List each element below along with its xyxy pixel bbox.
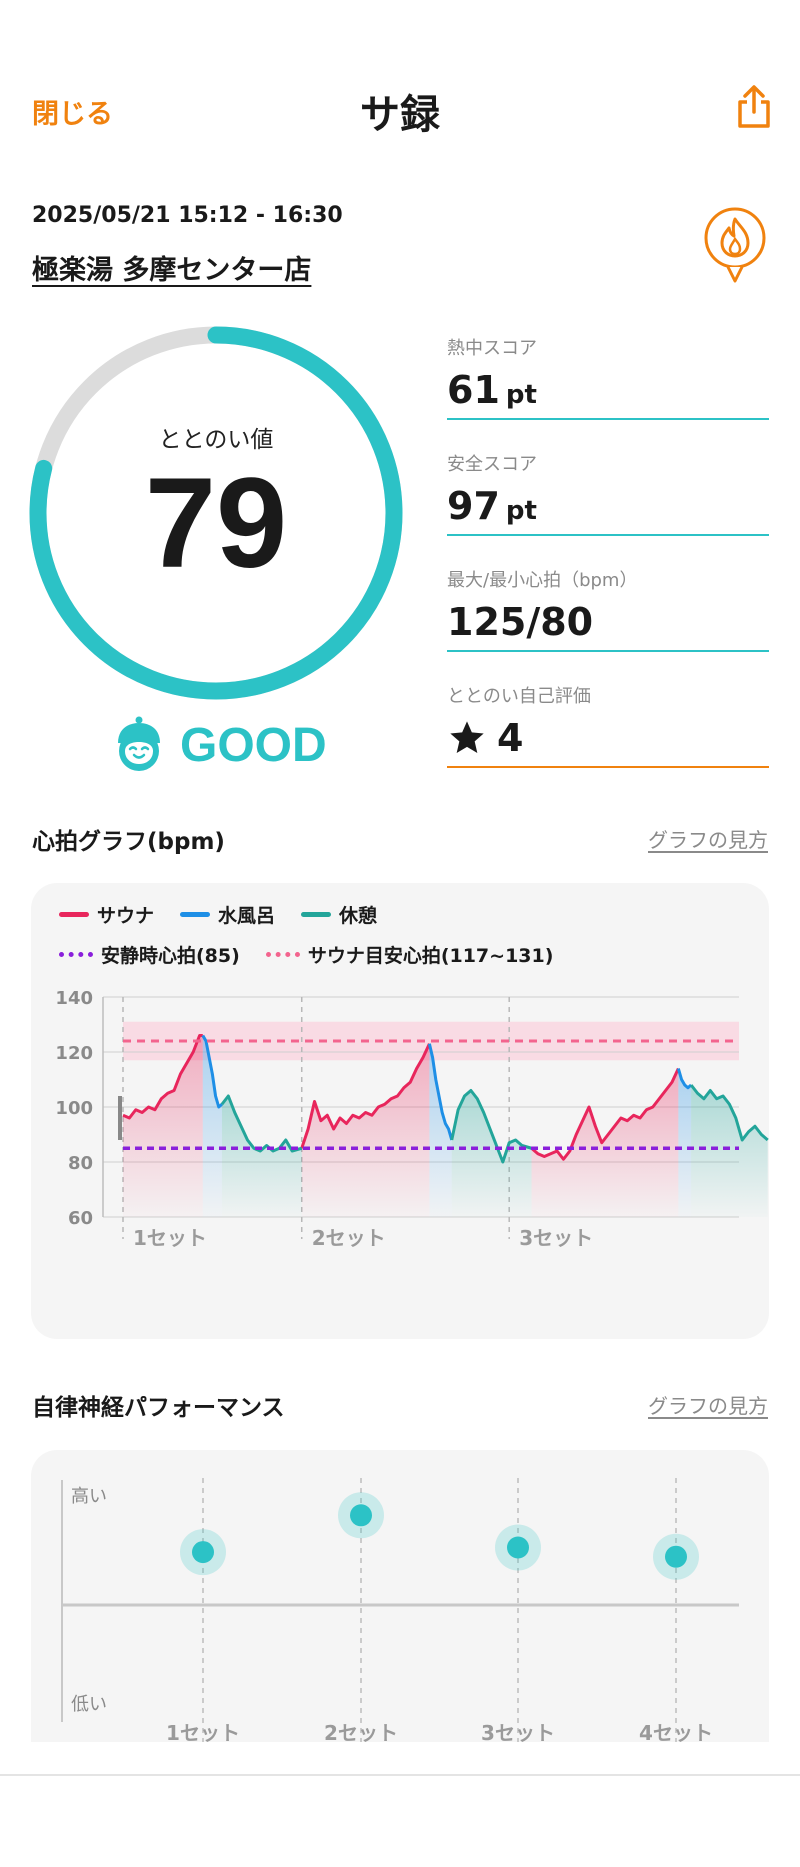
series-area <box>202 1035 222 1217</box>
metric-label: ととのい自己評価 <box>447 686 591 707</box>
legend-item-sauna: サウナ <box>59 901 154 928</box>
series-line-サウナ <box>530 1067 680 1161</box>
rating-text: GOOD <box>180 718 327 772</box>
legend-item-target-hr: サウナ目安心拍(117~131) <box>265 941 553 968</box>
set-label: 3セット <box>481 1721 555 1742</box>
bottom-divider <box>0 1774 800 1776</box>
autonomic-card: 高い低い 1セット 2セット 3セット 4セット <box>31 1450 769 1742</box>
totonoi-rating: GOOD <box>112 712 327 778</box>
metric-label: 安全スコア <box>447 454 537 475</box>
session-date-range: 2025/05/21 15:12 - 16:30 <box>32 203 343 228</box>
series-area <box>451 1090 532 1217</box>
metric-value: 61 pt <box>447 368 537 412</box>
series-line-水風呂 <box>201 1034 223 1109</box>
close-button[interactable]: 閉じる <box>32 99 113 130</box>
page-title: サ録 <box>360 92 440 138</box>
y-tick-label: 100 <box>55 1098 93 1119</box>
y-tick-label: 120 <box>55 1043 93 1064</box>
set-label: 1セット <box>133 1226 207 1250</box>
series-line-休憩 <box>689 1084 769 1142</box>
autonomic-point <box>192 1541 214 1564</box>
mascot-icon <box>118 716 160 771</box>
metric-value: 4 <box>447 716 769 760</box>
metric-self-rating[interactable]: ととのい自己評価 4 <box>447 682 769 768</box>
heart-graph-help-link[interactable]: グラフの見方 <box>648 828 768 852</box>
totonoi-value: 79 <box>144 452 288 595</box>
legend-item-resting-hr: 安静時心拍(85) <box>59 941 240 968</box>
metric-value: 125/80 <box>447 600 594 644</box>
series-area <box>301 1043 430 1217</box>
totonoi-label: ととのい値 <box>158 427 274 453</box>
autonomic-high-label: 高い <box>71 1486 107 1507</box>
series-line-休憩 <box>220 1094 303 1153</box>
autonomic-help-link[interactable]: グラフの見方 <box>648 1394 768 1418</box>
metric-heart-rate: 最大/最小心拍（bpm） 125/80 <box>447 566 769 652</box>
series-line-サウナ <box>300 1043 431 1149</box>
metric-heat-score: 熱中スコア 61 pt <box>447 334 769 420</box>
metric-value: 97 pt <box>447 484 537 528</box>
heart-graph-legend-lines: 安静時心拍(85) サウナ目安心拍(117~131) <box>59 941 553 968</box>
series-line-水風呂 <box>427 1043 454 1141</box>
totonoi-ring <box>29 326 403 700</box>
series-area <box>678 1068 692 1217</box>
legend-item-rest: 休憩 <box>301 901 377 928</box>
series-area <box>691 1085 768 1217</box>
series-line-水風呂 <box>676 1068 693 1090</box>
fire-badge-icon[interactable] <box>702 205 768 285</box>
series-area <box>123 1035 203 1217</box>
autonomic-point <box>507 1536 529 1559</box>
set-label: 2セット <box>312 1226 386 1250</box>
share-icon[interactable] <box>734 84 774 130</box>
star-icon <box>450 721 484 753</box>
autonomic-point <box>350 1504 372 1527</box>
metric-label: 熱中スコア <box>447 338 537 359</box>
y-tick-label: 80 <box>68 1153 93 1174</box>
autonomic-low-label: 低い <box>71 1694 107 1715</box>
totonoi-gauge: ととのい値 79 <box>28 325 404 701</box>
heart-graph-card: サウナ 水風呂 休憩 安静時心拍(85) サウナ目安心拍(117~131) 60… <box>31 883 769 1339</box>
set-label: 2セット <box>324 1721 398 1742</box>
set-label: 4セット <box>639 1721 713 1742</box>
y-tick-label: 60 <box>68 1208 93 1229</box>
series-area <box>221 1096 302 1217</box>
app-header: 閉じる サ録 <box>0 0 800 150</box>
heart-rate-chart: 60 80 100 120 140 1セット 2セット 3セット <box>55 988 769 1250</box>
legend-item-cold-bath: 水風呂 <box>180 901 275 928</box>
autonomic-point <box>665 1545 687 1568</box>
series-line-休憩 <box>450 1089 532 1164</box>
set-label: 1セット <box>166 1721 240 1742</box>
autonomic-title: 自律神経パフォーマンス <box>32 1395 285 1421</box>
series-line-サウナ <box>122 1034 203 1120</box>
heart-graph-title: 心拍グラフ(bpm) <box>32 829 225 855</box>
facility-link[interactable]: 極楽湯 多摩センター店 <box>32 255 312 286</box>
series-area <box>429 1043 452 1217</box>
metric-safety-score: 安全スコア 97 pt <box>447 450 769 536</box>
series-area <box>531 1068 679 1217</box>
heart-graph-legend: サウナ 水風呂 休憩 <box>59 901 377 928</box>
metric-label: 最大/最小心拍（bpm） <box>447 570 638 591</box>
range-marker <box>118 1096 122 1140</box>
y-tick-label: 140 <box>55 988 93 1009</box>
set-label: 3セット <box>519 1226 593 1250</box>
